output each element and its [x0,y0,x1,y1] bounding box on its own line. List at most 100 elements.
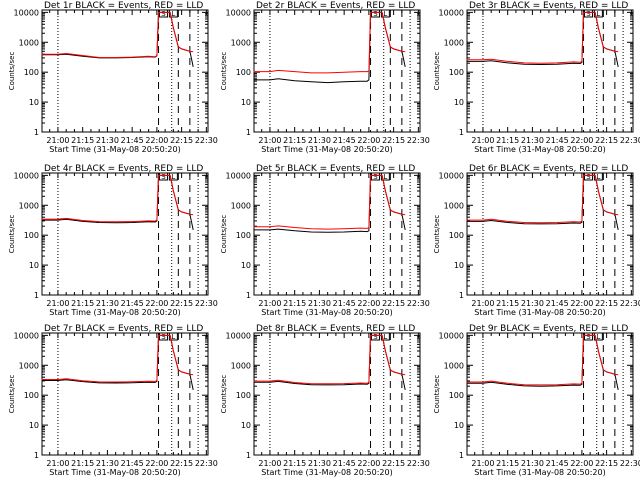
x-tick-label: 21:30 [308,136,331,145]
events-series-line [253,11,406,84]
x-tick-label: 21:30 [521,136,544,145]
x-tick-label: 21:30 [96,136,119,145]
x-axis-label: Start Time (31-May-08 20:50:20) [261,145,392,154]
y-tick-label: 1 [246,128,251,137]
x-tick-label: 22:15 [382,459,405,468]
flag-label: S [161,10,166,18]
flag-box [583,172,593,181]
flag-label: L [171,173,175,181]
flag-label: L [383,173,387,181]
y-tick-label: 10000 [14,331,39,340]
x-axis-label: Start Time (31-May-08 20:50:20) [49,468,180,477]
x-tick-label: 22:15 [170,299,193,308]
x-tick-label: 22:15 [595,136,618,145]
x-tick-label: 22:00 [357,136,380,145]
flag-label: L [383,10,387,18]
flag-label: S [373,333,378,341]
y-axis-label: Counts/sec [220,215,228,254]
detector-panel-3: Det 3r BLACK = Events, RED = LLD 1 10 100 10… [433,1,640,154]
x-tick-label: 21:30 [96,299,119,308]
panel-title: Det 8r BLACK = Events, RED = LLD [256,324,415,334]
lld-series-line [253,334,406,385]
detector-panel-1: Det 1r BLACK = Events, RED = LLD 1 10 100 10… [8,1,218,154]
flag-box [593,172,603,181]
events-series-line [41,11,194,68]
lld-series-line [466,174,619,224]
y-tick-label: 100 [236,68,251,77]
y-tick-label: 10 [241,261,251,270]
x-tick-label: 22:30 [195,459,218,468]
y-axis-label: Counts/sec [220,375,228,414]
y-tick-label: 1 [246,451,251,460]
x-axis-label: Start Time (31-May-08 20:50:20) [261,308,392,317]
flag-box [168,9,178,18]
y-tick-label: 100 [236,391,251,400]
flag-label: L [596,333,600,341]
detector-panel-2: Det 2r BLACK = Events, RED = LLD 1 10 100 10… [220,1,430,154]
events-series-line [253,334,406,391]
x-tick-label: 22:30 [407,459,430,468]
y-tick-label: 1 [459,128,464,137]
plot-frame [466,172,634,296]
x-tick-label: 21:00 [471,136,494,145]
x-tick-label: 21:30 [96,459,119,468]
panel-title: Det 1r BLACK = Events, RED = LLD [44,1,203,11]
y-axis-label: Counts/sec [433,52,441,91]
y-tick-label: 10 [241,98,251,107]
detector-panel-6: Det 6r BLACK = Events, RED = LLD 1 10 100 10… [433,164,640,317]
flag-box [168,172,178,181]
x-axis-label: Start Time (31-May-08 20:50:20) [474,468,605,477]
x-tick-label: 22:15 [595,299,618,308]
y-tick-label: 1000 [444,361,464,370]
x-tick-label: 21:45 [121,299,144,308]
y-tick-label: 1000 [19,201,39,210]
lld-series-line [41,334,194,383]
x-tick-label: 22:00 [570,299,593,308]
panel-title: Det 4r BLACK = Events, RED = LLD [44,164,203,174]
x-tick-label: 21:00 [471,459,494,468]
x-tick-label: 22:15 [382,136,405,145]
flag-label: S [586,333,591,341]
plot-frame [466,9,634,133]
y-axis-label: Counts/sec [8,375,16,414]
flag-label: L [596,10,600,18]
panel-title: Det 9r BLACK = Events, RED = LLD [469,324,628,334]
panel-title: Det 6r BLACK = Events, RED = LLD [469,164,628,174]
flag-label: L [171,333,175,341]
x-tick-label: 22:15 [595,459,618,468]
detector-panel-9: Det 9r BLACK = Events, RED = LLD 1 10 100 10… [433,324,640,477]
lld-series-line [466,334,619,386]
x-tick-label: 22:00 [145,299,168,308]
flag-box [168,332,178,341]
detector-panel-4: Det 4r BLACK = Events, RED = LLD 1 10 100 10… [8,164,218,317]
x-tick-label: 22:00 [357,459,380,468]
detector-panel-8: Det 8r BLACK = Events, RED = LLD 1 10 100 10… [220,324,430,477]
x-tick-label: 22:15 [382,299,405,308]
plot-frame [253,9,421,133]
flag-label: S [586,173,591,181]
y-tick-label: 1 [34,128,39,137]
flag-box [370,172,380,181]
flag-box [158,332,168,341]
panel-title: Det 7r BLACK = Events, RED = LLD [44,324,203,334]
flag-label: L [383,333,387,341]
x-tick-label: 22:00 [570,459,593,468]
x-tick-label: 22:15 [170,459,193,468]
x-tick-label: 21:30 [308,299,331,308]
x-axis-label: Start Time (31-May-08 20:50:20) [49,145,180,154]
flag-box [593,9,603,18]
y-tick-label: 100 [24,231,39,240]
lld-series-line [41,11,194,58]
x-tick-label: 21:45 [546,459,569,468]
x-tick-label: 22:30 [620,459,640,468]
flag-label: L [171,10,175,18]
y-tick-label: 100 [24,68,39,77]
x-tick-label: 21:15 [71,459,94,468]
plot-frame [41,9,209,133]
y-tick-label: 10000 [226,171,251,180]
lld-series-line [253,174,406,230]
y-axis-label: Counts/sec [8,215,16,254]
y-tick-label: 1 [459,291,464,300]
x-tick-label: 22:30 [407,299,430,308]
x-tick-label: 22:15 [170,136,193,145]
